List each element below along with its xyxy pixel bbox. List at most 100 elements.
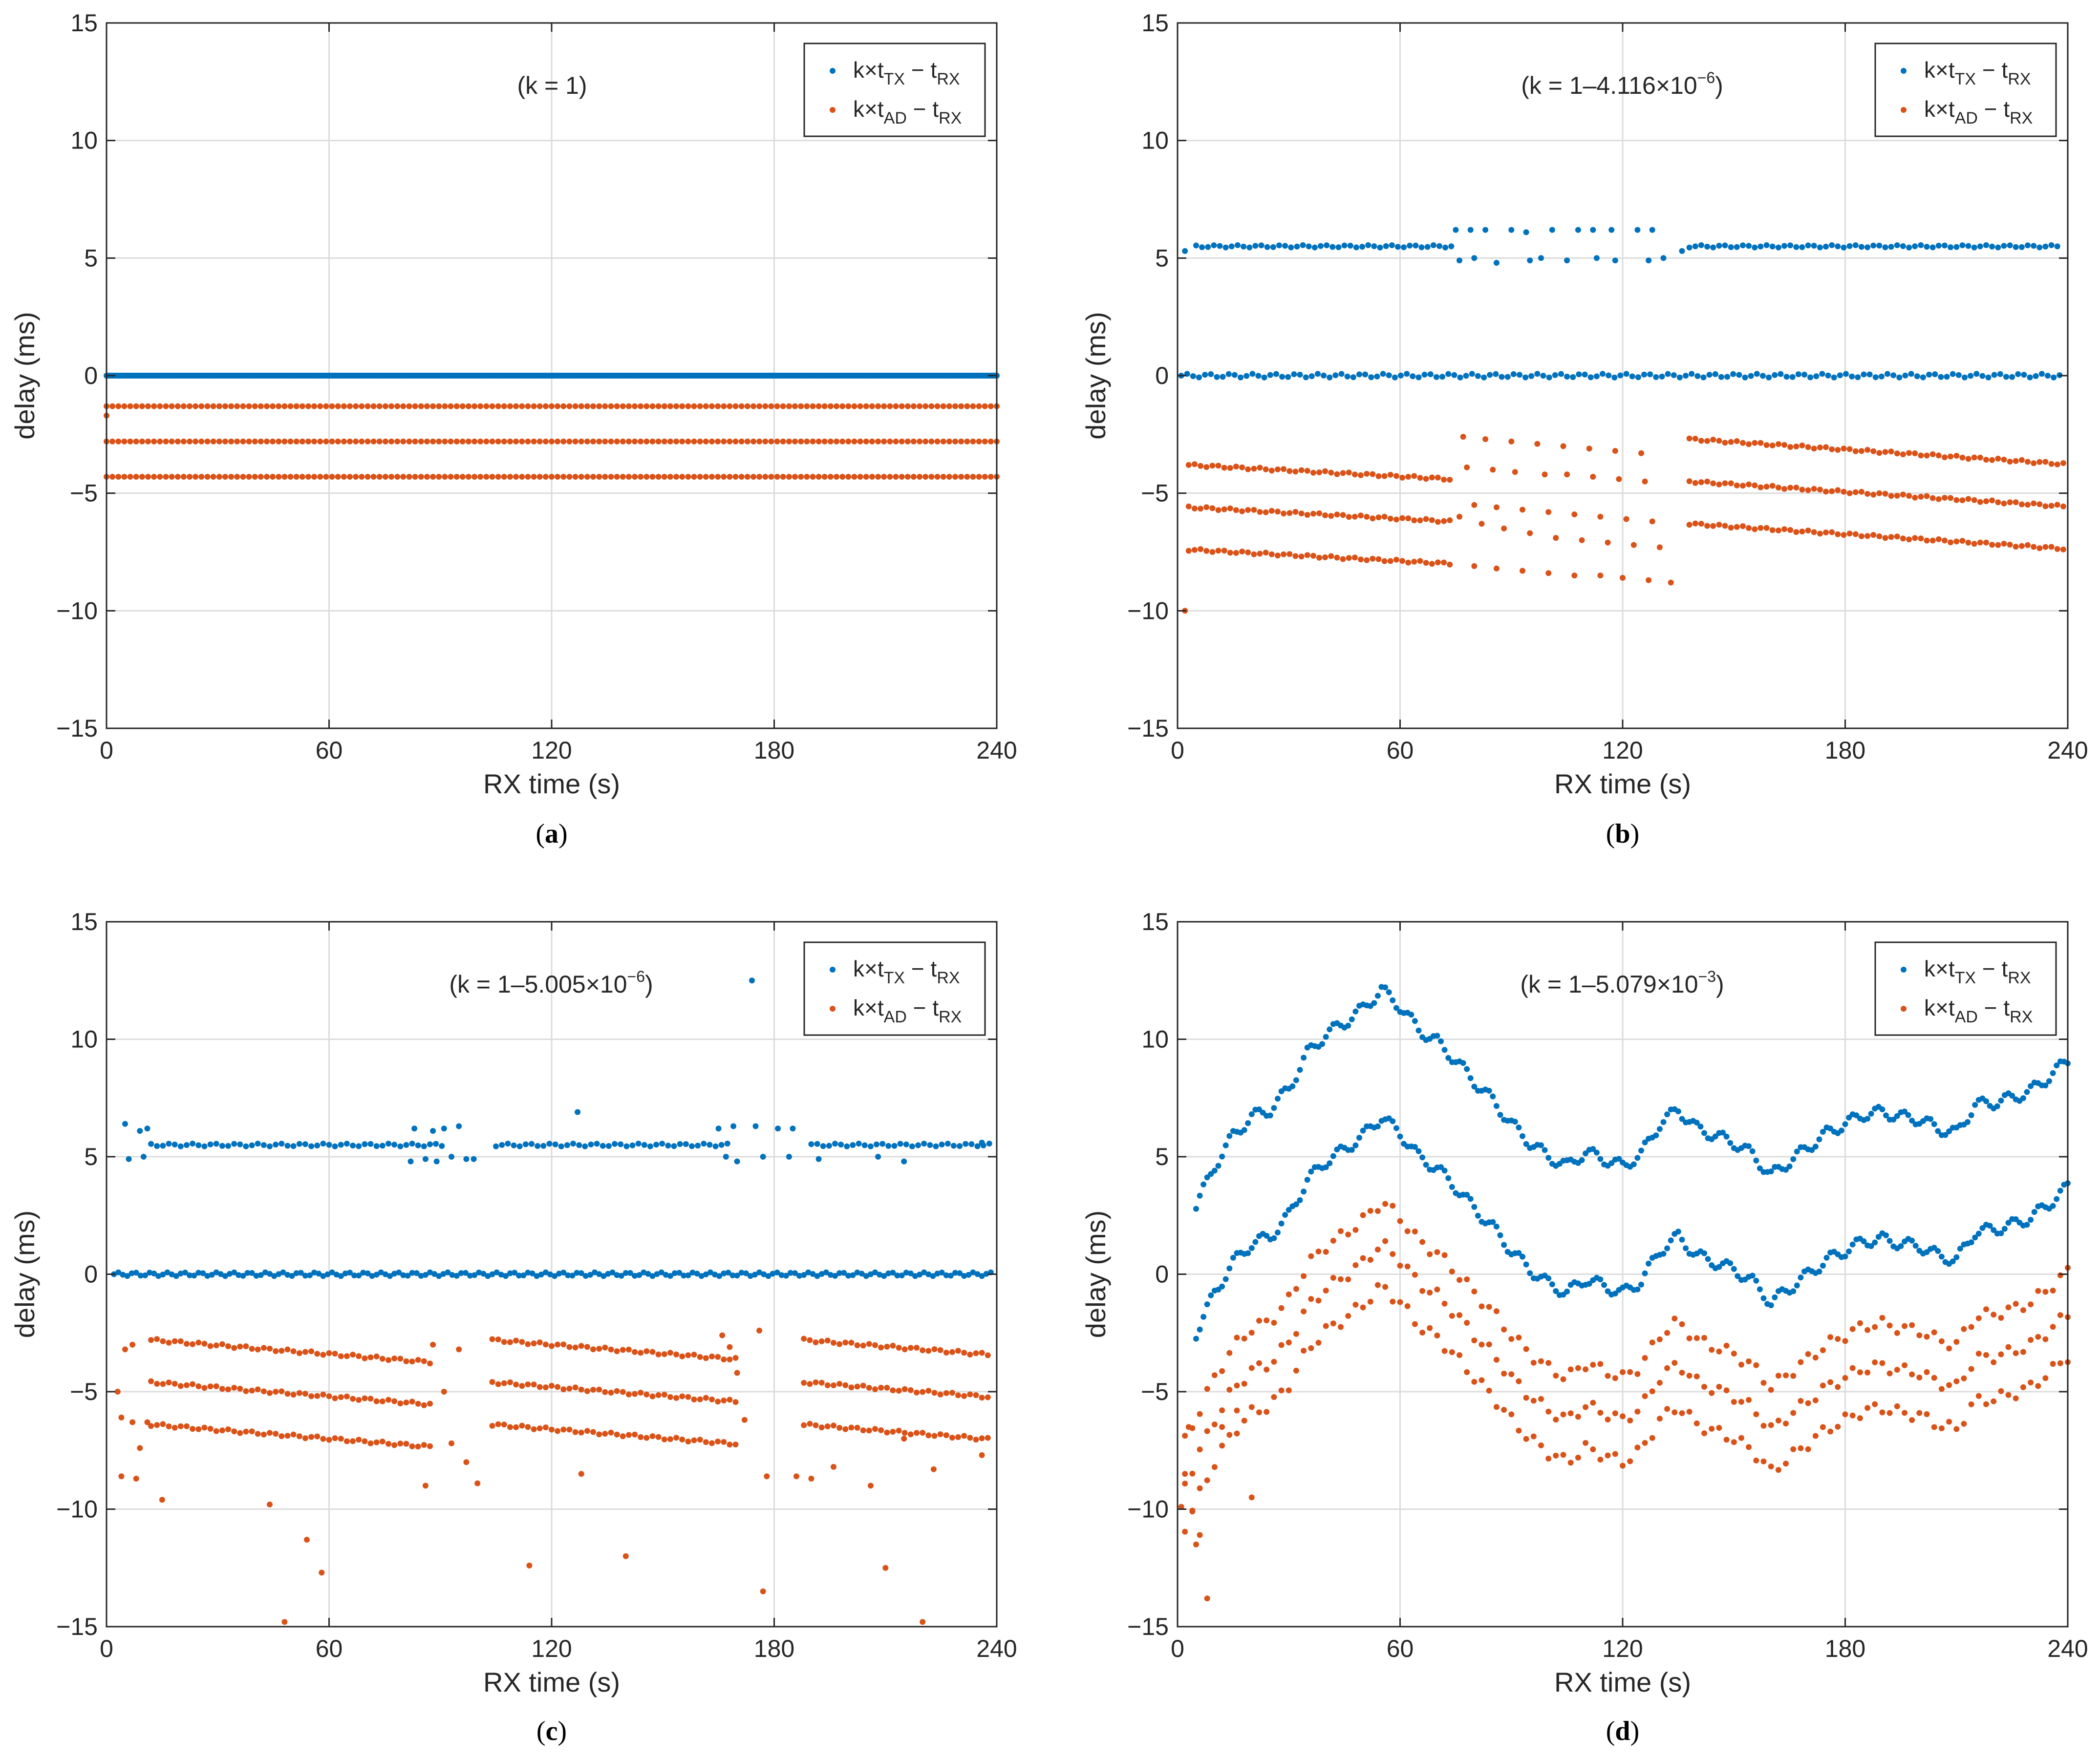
- data-point: [1435, 559, 1441, 566]
- data-point: [201, 1424, 208, 1431]
- data-point: [1962, 374, 1968, 381]
- data-point: [1634, 227, 1641, 233]
- data-point: [1501, 525, 1507, 531]
- data-point: [1583, 1440, 1589, 1446]
- data-point: [756, 1269, 763, 1275]
- data-point: [284, 1346, 291, 1353]
- data-point: [1989, 457, 1995, 463]
- data-point: [1292, 509, 1299, 515]
- data-point: [1441, 1167, 1448, 1174]
- data-point: [1753, 1411, 1759, 1418]
- data-point: [638, 1434, 644, 1440]
- data-point: [1820, 1347, 1826, 1354]
- data-point: [1545, 509, 1552, 515]
- data-point: [691, 403, 697, 409]
- data-point: [1872, 1239, 1878, 1246]
- data-point: [1374, 1123, 1381, 1129]
- data-point: [549, 403, 555, 409]
- data-point: [762, 403, 769, 409]
- data-point: [1542, 471, 1548, 478]
- data-point: [866, 1385, 872, 1391]
- data-point: [1942, 495, 1948, 501]
- data-point: [608, 1429, 614, 1436]
- data-point: [1275, 1230, 1281, 1236]
- data-point: [1823, 530, 1829, 535]
- data-point: [719, 1332, 726, 1338]
- data-point: [661, 1351, 667, 1357]
- data-point: [536, 403, 543, 409]
- legend-text: − t: [905, 956, 937, 981]
- data-point: [1203, 504, 1210, 510]
- data-point: [1286, 510, 1293, 516]
- data-point: [1630, 542, 1637, 548]
- data-point: [1738, 1361, 1744, 1368]
- data-point: [1849, 373, 1855, 380]
- data-point: [284, 1272, 291, 1278]
- data-point: [1318, 243, 1324, 249]
- data-point: [204, 438, 211, 445]
- annotation-tail: ): [1716, 971, 1724, 998]
- data-point: [1953, 1339, 1960, 1345]
- data-point: [255, 1346, 261, 1353]
- data-point: [824, 1423, 831, 1429]
- data-point: [177, 1143, 184, 1149]
- data-point: [1924, 1334, 1930, 1340]
- data-point: [1716, 1348, 1722, 1355]
- data-point: [1722, 242, 1728, 249]
- data-point: [2042, 544, 2049, 550]
- data-point: [1872, 374, 1879, 381]
- data-point: [350, 1438, 356, 1444]
- data-point: [1799, 442, 1805, 448]
- data-point: [1989, 497, 1995, 504]
- data-point: [1427, 1290, 1433, 1296]
- data-point: [1998, 1230, 2004, 1236]
- legend-subscript: RX: [937, 969, 960, 987]
- data-point: [127, 474, 133, 480]
- data-point: [2050, 1070, 2056, 1076]
- legend-label-tx: k×tTX − tRX: [1924, 956, 2031, 987]
- data-point: [379, 1439, 386, 1444]
- data-point: [985, 1394, 991, 1400]
- data-point: [190, 1381, 196, 1387]
- data-point: [1234, 1407, 1240, 1414]
- data-point: [1219, 1368, 1225, 1374]
- data-point: [1946, 1419, 1952, 1425]
- data-point: [317, 403, 323, 409]
- data-point: [1740, 523, 1746, 530]
- data-point: [1185, 503, 1192, 509]
- data-point: [1349, 1147, 1355, 1153]
- data-point: [542, 438, 549, 445]
- data-point: [1924, 452, 1930, 459]
- data-point: [290, 1348, 297, 1355]
- data-point: [1916, 1410, 1923, 1416]
- data-point: [1323, 1249, 1329, 1255]
- data-point: [332, 1351, 338, 1357]
- data-point: [1303, 374, 1309, 381]
- data-point: [850, 1142, 856, 1148]
- data-point: [1330, 1153, 1336, 1159]
- data-point: [661, 438, 667, 445]
- data-point: [1716, 1425, 1722, 1431]
- legend-marker-ad: [830, 107, 836, 113]
- data-point: [1752, 440, 1758, 446]
- data-point: [1340, 556, 1346, 562]
- data-point: [761, 1271, 767, 1277]
- data-point: [1516, 1124, 1522, 1131]
- data-point: [1634, 1408, 1641, 1415]
- data-point: [495, 1381, 501, 1387]
- data-point: [659, 1141, 665, 1147]
- data-point: [845, 403, 852, 409]
- data-point: [1935, 1248, 1941, 1254]
- data-point: [1501, 1371, 1507, 1377]
- data-point: [821, 403, 828, 409]
- data-point: [441, 1389, 447, 1395]
- data-point: [1942, 1132, 1949, 1138]
- data-point: [1983, 539, 1989, 546]
- data-point: [1971, 541, 1977, 547]
- x-tick-label: 0: [1171, 1635, 1184, 1662]
- data-point: [1308, 1345, 1314, 1351]
- data-point: [284, 1143, 291, 1149]
- data-point: [1281, 466, 1287, 472]
- data-point: [673, 403, 680, 409]
- data-point: [836, 1270, 843, 1276]
